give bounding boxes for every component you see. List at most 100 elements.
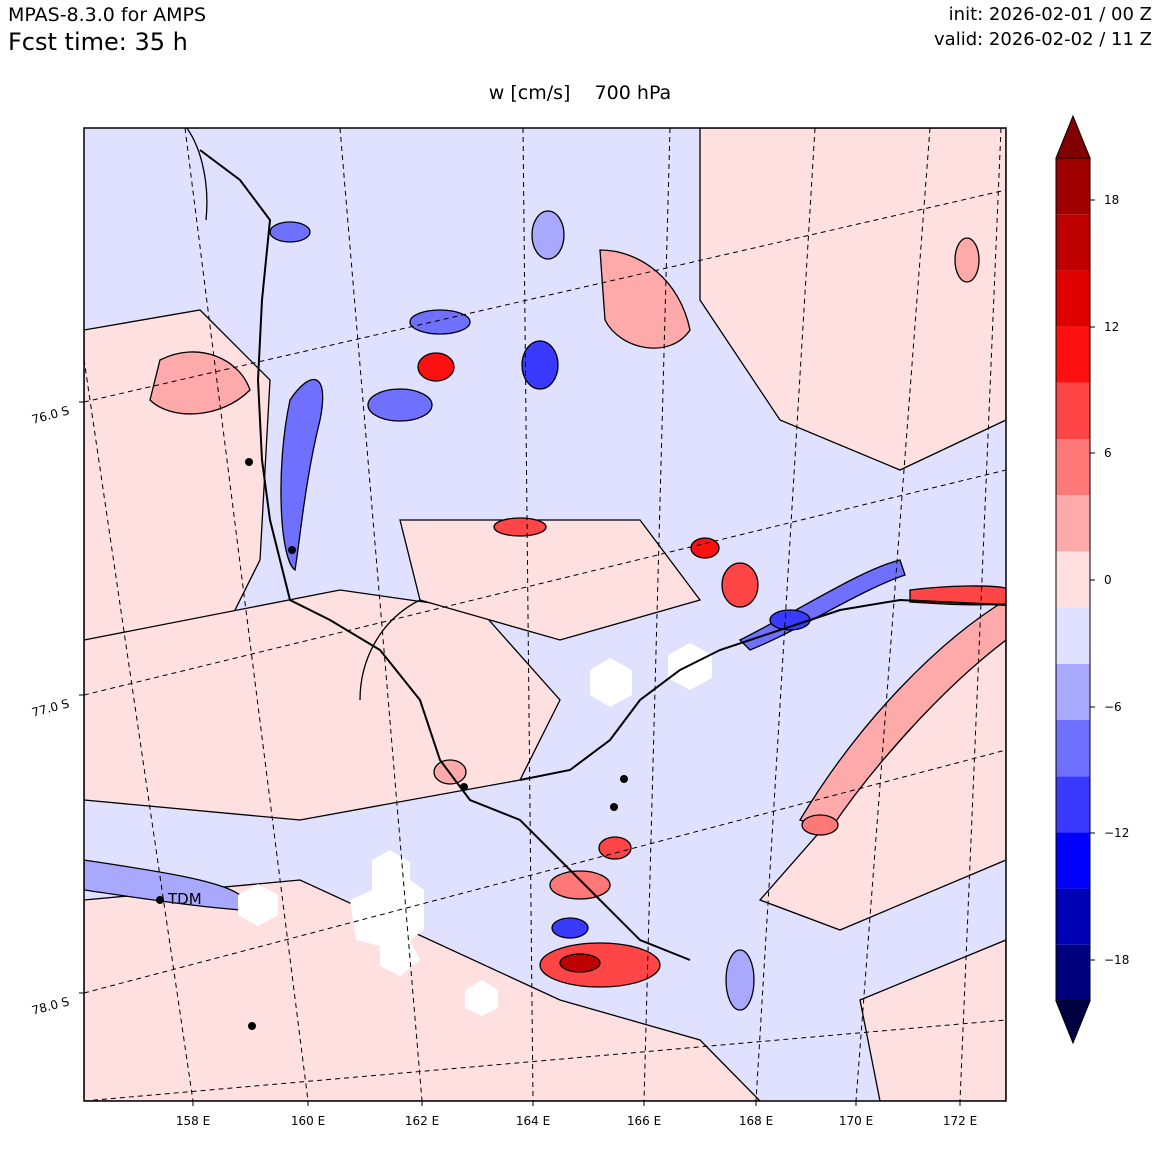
meridian-line [339, 128, 423, 1101]
missing-data-patch [238, 884, 278, 926]
updraft-core [417, 352, 455, 382]
updraft-core [559, 953, 601, 973]
updraft-cell [954, 237, 980, 283]
downdraft-core [367, 388, 433, 422]
init-time: init: 2026-02-01 / 00 Z [948, 4, 1152, 25]
contour [359, 599, 421, 701]
missing-data-patch [590, 658, 632, 707]
colorbar-bin [1056, 551, 1090, 608]
missing-data-patch [350, 850, 424, 976]
longitude-label: 168 E [739, 1114, 773, 1128]
parallel-line [84, 189, 1006, 403]
colorbar-label: −18 [1104, 953, 1129, 967]
colorbar-bin [1056, 326, 1090, 383]
colorbar-bin [1056, 944, 1090, 1001]
longitude-label: 170 E [839, 1114, 873, 1128]
longitude-label: 166 E [627, 1114, 661, 1128]
colorbar-bin [1056, 832, 1090, 889]
colorbar-label: 0 [1104, 573, 1112, 587]
updraft-cell [801, 814, 839, 836]
colorbar-extend-max [1055, 114, 1091, 159]
colorbar-bin [1056, 663, 1090, 720]
forecast-time: Fcst time: 35 h [8, 28, 188, 56]
station-marker [610, 803, 618, 811]
longitude-label: 158 E [176, 1114, 210, 1128]
plot-title: w [cm/s] 700 hPa [488, 82, 672, 104]
updraft-core [721, 562, 759, 608]
updraft-core [598, 836, 632, 860]
updraft-cell [149, 351, 251, 415]
positive-region [699, 128, 1006, 471]
meridian-line [84, 355, 194, 1101]
colorbar-extend-min [1055, 1000, 1091, 1045]
colorbar-bin [1056, 214, 1090, 271]
downdraft-core [521, 340, 559, 390]
map-frame [83, 127, 1007, 1102]
stations: TDM [156, 458, 628, 1030]
updraft-core [549, 870, 611, 900]
meridian-line [522, 128, 534, 1101]
map-field [84, 128, 1006, 1101]
positive-region [399, 519, 702, 641]
longitude-label: 160 E [291, 1114, 325, 1128]
colorbar-bin [1056, 776, 1090, 833]
latitude-label: 76.0 S [30, 403, 70, 426]
station-label: TDM [167, 890, 202, 908]
meridian-line [184, 128, 309, 1101]
longitude-label: 164 E [516, 1114, 550, 1128]
colorbar-bin [1056, 495, 1090, 552]
station-marker [288, 546, 296, 554]
parallel-line [84, 1019, 1006, 1101]
model-name: MPAS-8.3.0 for AMPS [8, 4, 207, 26]
station-marker [245, 458, 253, 466]
updraft-band [799, 599, 1006, 831]
colorbar-bin [1056, 888, 1090, 945]
downdraft-band [280, 378, 324, 572]
colorbar-bin [1056, 720, 1090, 777]
ice-shelf-edge [519, 598, 1006, 781]
colorbar-label: 18 [1104, 193, 1119, 207]
downdraft-core [551, 917, 589, 939]
colorbar-bin [1056, 382, 1090, 439]
updraft-core [690, 537, 720, 559]
positive-region [84, 879, 761, 1101]
colorbar-bin [1056, 158, 1090, 215]
parallel-line [84, 749, 1006, 994]
updraft-cell [599, 249, 691, 349]
colorbar-label: −12 [1104, 826, 1129, 840]
meridian-line [643, 128, 671, 1101]
meridian-line [755, 128, 816, 1101]
colorbar: 18 12 6 0 −6 −12 −18 [1055, 114, 1129, 1045]
station-marker [620, 775, 628, 783]
meridian-line [855, 128, 931, 1101]
latitude-label: 77.0 S [30, 696, 70, 719]
colorbar-label: 12 [1104, 320, 1119, 334]
valid-time: valid: 2026-02-02 / 11 Z [934, 29, 1152, 50]
downdraft-cell [725, 949, 755, 1011]
colorbar-bin [1056, 439, 1090, 496]
station-marker [156, 896, 164, 904]
downdraft-cell [531, 210, 565, 260]
missing-data-patch [668, 643, 712, 690]
latitude-axis: 76.0 S 77.0 S 78.0 S [30, 401, 84, 1018]
station-marker [248, 1022, 256, 1030]
colorbar-bin [1056, 607, 1090, 664]
downdraft-core [269, 221, 311, 243]
longitude-label: 172 E [943, 1114, 977, 1128]
positive-region [859, 939, 1006, 1101]
coastline [199, 149, 691, 961]
updraft-core [493, 517, 547, 537]
colorbar-bin [1056, 270, 1090, 327]
downdraft-core [409, 309, 471, 335]
graticule [84, 128, 1006, 1101]
contour [185, 128, 208, 221]
station-marker [460, 783, 468, 791]
missing-data-patch [465, 980, 498, 1016]
latitude-label: 78.0 S [30, 994, 70, 1017]
colorbar-label: 6 [1104, 446, 1112, 460]
colorbar-label: −6 [1104, 700, 1122, 714]
longitude-label: 162 E [405, 1114, 439, 1128]
longitude-axis: 158 E 160 E 162 E 164 E 166 E 168 E 170 E 172 E [176, 1101, 977, 1128]
meridian-line [959, 128, 1002, 1101]
